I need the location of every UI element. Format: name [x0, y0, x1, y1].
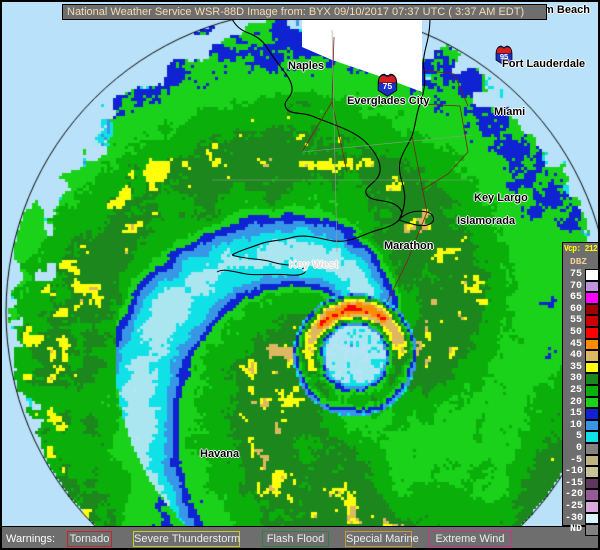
svg-text:75: 75 — [383, 81, 393, 91]
